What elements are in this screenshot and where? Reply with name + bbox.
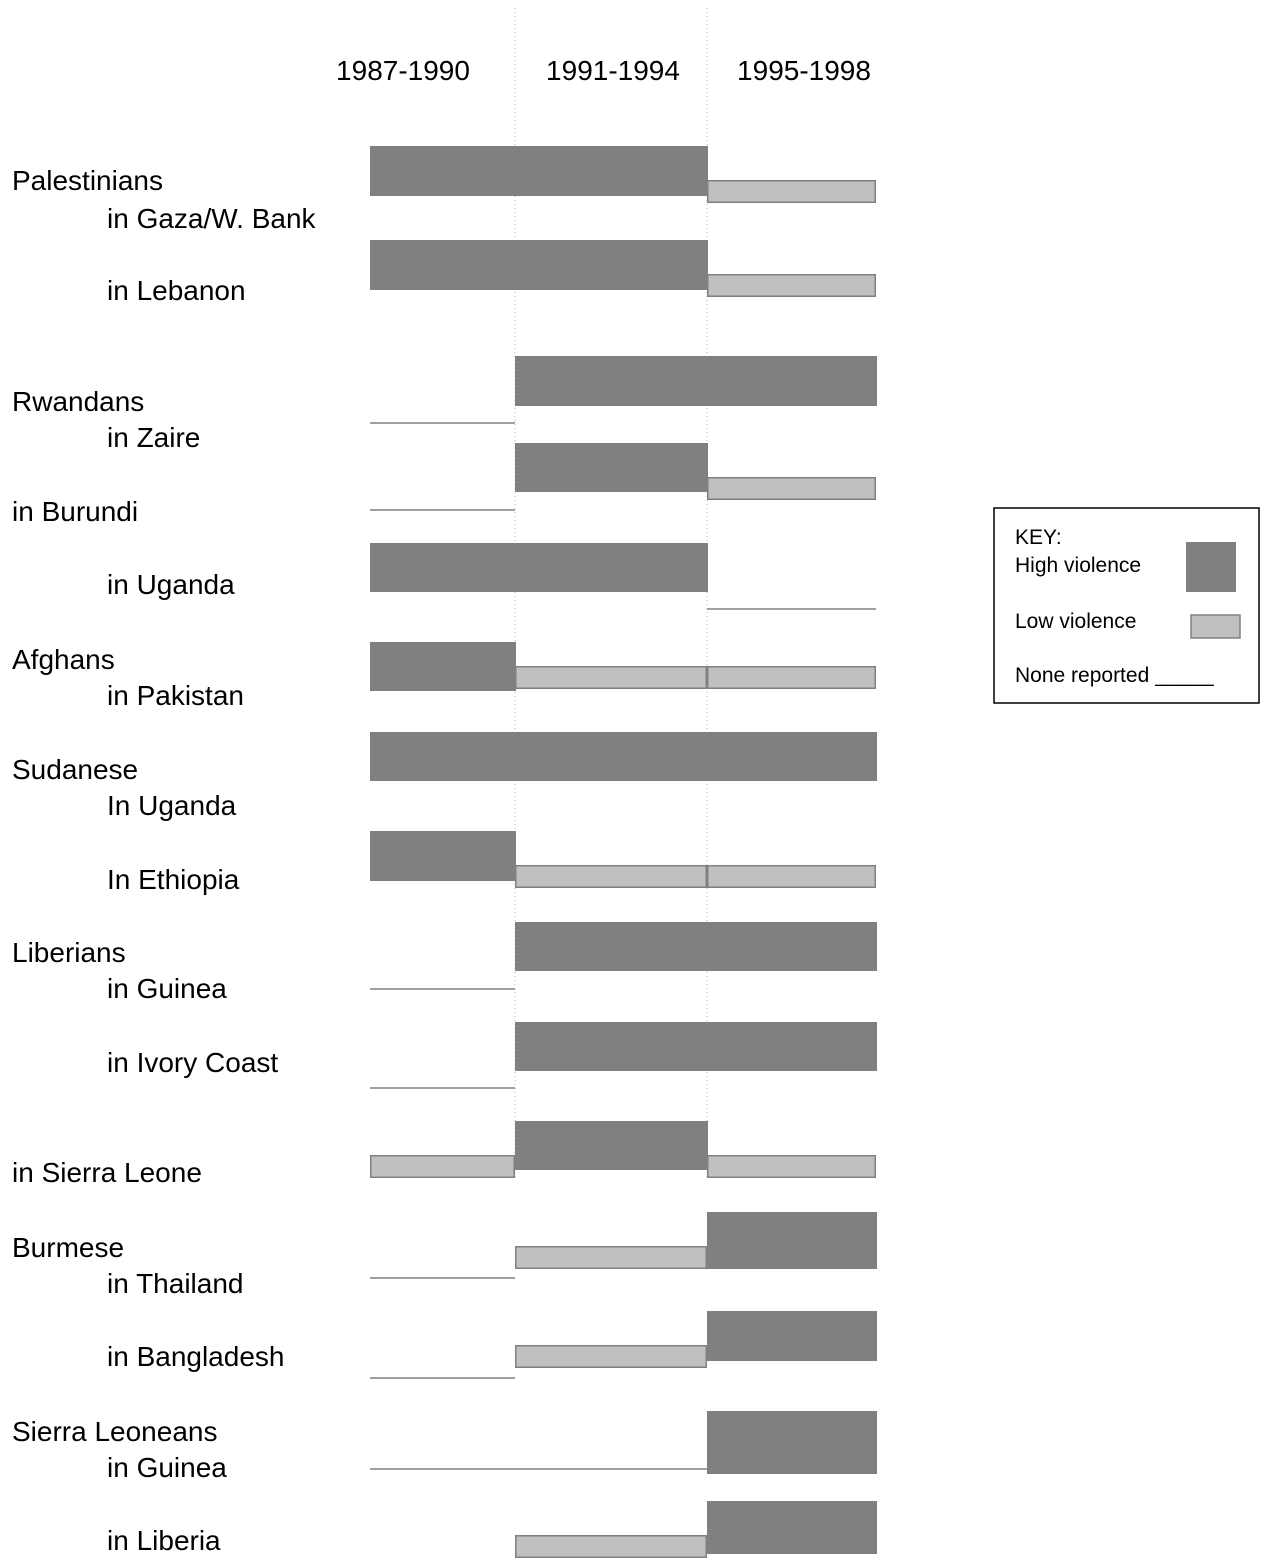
bar-low	[707, 865, 876, 888]
bar-low	[515, 1246, 707, 1269]
bar-high	[515, 443, 708, 492]
bar-low	[515, 666, 707, 689]
bar-high	[515, 1121, 708, 1170]
bar-high	[515, 356, 708, 406]
group-label: Burmese	[12, 1232, 124, 1263]
bar-high	[707, 356, 877, 406]
legend-low-label: Low violence	[1015, 610, 1136, 633]
row-label: in Thailand	[107, 1268, 243, 1299]
row-label: in Zaire	[107, 422, 200, 453]
row-label: in Uganda	[107, 569, 235, 600]
row-label: in Guinea	[107, 973, 227, 1004]
group-label: Liberians	[12, 937, 126, 968]
bar-high	[707, 732, 877, 781]
bar-high	[370, 642, 516, 691]
bar-high	[707, 1501, 877, 1554]
legend-low-swatch	[1190, 614, 1241, 639]
period-dividers	[514, 8, 708, 1180]
row-label: in Pakistan	[107, 680, 244, 711]
bar-low	[370, 1155, 515, 1178]
legend: KEY: High violence Low violence None rep…	[993, 507, 1260, 704]
bar-high	[707, 1212, 877, 1269]
bar-high	[707, 1411, 877, 1474]
row-label: In Uganda	[107, 790, 237, 821]
legend-high-swatch	[1186, 542, 1236, 592]
legend-box	[993, 507, 1260, 704]
bar-high	[515, 543, 708, 592]
legend-none-text: None reported	[1015, 664, 1149, 687]
bar-high	[370, 240, 516, 290]
row-label: in Gaza/W. Bank	[107, 203, 317, 234]
bar-high	[370, 831, 516, 881]
period-header-2: 1991-1994	[546, 55, 680, 86]
legend-high-label: High violence	[1015, 554, 1141, 577]
row-label: in Burundi	[12, 496, 138, 527]
row-label: In Ethiopia	[107, 864, 240, 895]
bar-high	[707, 922, 877, 971]
bar-low	[707, 274, 876, 297]
bar-low	[707, 1155, 876, 1178]
bar-high	[515, 146, 708, 196]
bar-high	[370, 543, 516, 592]
group-label: Palestinians	[12, 165, 163, 196]
bar-low	[515, 1535, 707, 1558]
group-label: Rwandans	[12, 386, 144, 417]
row-label: in Ivory Coast	[107, 1047, 278, 1078]
row-label: in Bangladesh	[107, 1341, 284, 1372]
row-label: in Lebanon	[107, 275, 246, 306]
bar-high	[515, 240, 708, 290]
legend-title: KEY:	[1015, 526, 1062, 549]
group-label: Sierra Leoneans	[12, 1416, 217, 1447]
timeline-bars	[370, 146, 877, 1558]
row-label: in Guinea	[107, 1452, 227, 1483]
row-labels: Palestinians in Gaza/W. Bank in Lebanon Rwa…	[12, 165, 317, 1556]
bar-low	[515, 1345, 707, 1368]
bar-high	[370, 732, 516, 781]
group-label: Sudanese	[12, 754, 138, 785]
bar-low	[707, 180, 876, 203]
bar-high	[707, 1311, 877, 1361]
group-label: Afghans	[12, 644, 115, 675]
bar-high	[515, 922, 708, 971]
bar-high	[370, 146, 516, 196]
period-headers: 1987-1990 1991-1994 1995-1998	[336, 55, 871, 86]
bar-high	[515, 732, 708, 781]
bar-low	[515, 865, 707, 888]
bar-low	[707, 477, 876, 500]
legend-none-line: _____	[1154, 664, 1214, 687]
row-label: in Liberia	[107, 1525, 221, 1556]
period-header-3: 1995-1998	[737, 55, 871, 86]
period-header-1: 1987-1990	[336, 55, 470, 86]
bar-low	[707, 666, 876, 689]
bar-high	[515, 1022, 708, 1071]
legend-none-label: None reported _____	[1015, 664, 1214, 687]
bar-high	[707, 1022, 877, 1071]
row-label: in Sierra Leone	[12, 1157, 202, 1188]
